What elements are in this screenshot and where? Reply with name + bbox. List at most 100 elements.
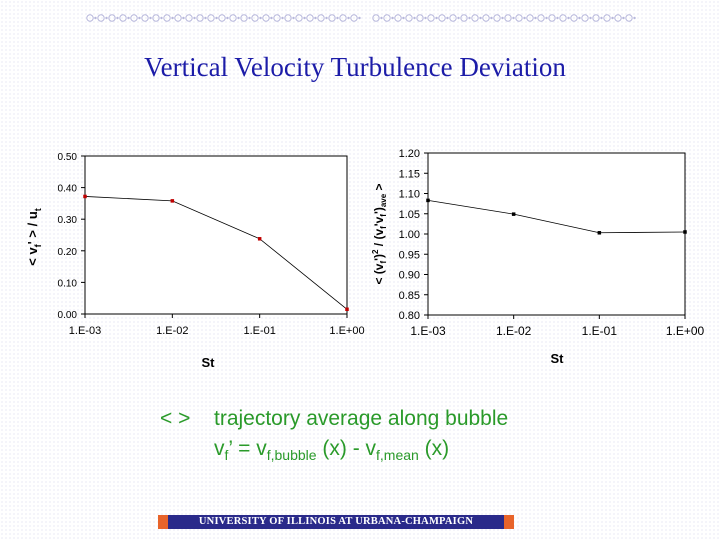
ornament-dot — [127, 16, 130, 20]
y-tick-label: 0.80 — [399, 310, 420, 322]
x-axis-ticks: 1.E-03 1.E-02 1.E-01 1.E+00 — [69, 314, 365, 337]
y-tick-label: 0.95 — [399, 249, 420, 261]
ornament-dot — [633, 16, 636, 20]
ornament-dot — [446, 16, 449, 20]
x-tick-label: 1.E-02 — [156, 325, 188, 337]
note-line-2: vf’ = vf,bubble (x) - vf,mean (x) — [214, 437, 450, 464]
ornament-dot — [193, 16, 196, 20]
ornament-dot — [116, 16, 119, 20]
definition-note: < > trajectory average along bubble vf’ =… — [160, 404, 508, 470]
ornament-ring — [427, 14, 435, 22]
note-line-1: < > trajectory average along bubble — [160, 404, 508, 434]
ornament-dot — [358, 16, 361, 20]
ornament-dot — [600, 16, 603, 20]
series-line — [427, 199, 686, 234]
ornament-dot — [435, 16, 438, 20]
ornament-dot — [479, 16, 482, 20]
ornament-dot — [270, 16, 273, 20]
data-point — [683, 230, 687, 234]
ornament-dot — [380, 16, 383, 20]
svg-text:< vf' > / ut: < vf' > / ut — [25, 208, 43, 266]
ornament-ring — [295, 14, 303, 22]
slide-title: Vertical Velocity Turbulence Deviation — [144, 52, 566, 82]
ornament-ring — [284, 14, 292, 22]
ornament-ring — [526, 14, 534, 22]
ornament-ring — [240, 14, 248, 22]
ornament-dot — [325, 16, 328, 20]
data-point — [597, 231, 602, 235]
chart-turbulence-intensity: 0.000.100.200.300.400.50 1.E-03 1.E-02 1.E… — [25, 152, 365, 370]
ornament-ring — [548, 14, 556, 22]
y-tick-label: 0.40 — [58, 184, 78, 195]
ornament-ring — [471, 14, 479, 22]
ornament-dot — [347, 16, 350, 20]
plot-area — [427, 152, 686, 316]
ornament-dot — [545, 16, 548, 20]
ornament-ring — [504, 14, 512, 22]
x-axis-ticks: 1.E-03 1.E-02 1.E-01 1.E+00 — [410, 315, 705, 338]
ornament-border — [86, 14, 636, 22]
y-tick-label: 1.10 — [399, 189, 420, 201]
ornament-dot — [501, 16, 504, 20]
average-symbol: < > — [160, 407, 191, 430]
ornament-dot — [226, 16, 229, 20]
x-tick-label: 1.E-03 — [410, 324, 446, 338]
ornament-ring — [185, 14, 193, 22]
y-tick-label: 0.00 — [58, 310, 78, 321]
ornament-dot — [182, 16, 185, 20]
ornament-dot — [534, 16, 537, 20]
ornament-ring — [119, 14, 127, 22]
ornament-ring — [141, 14, 149, 22]
x-tick-label: 1.E-01 — [243, 325, 275, 337]
ornament-ring — [460, 14, 468, 22]
ornament-ring — [394, 14, 402, 22]
ornament-dot — [578, 16, 581, 20]
ornament-ring — [218, 14, 226, 22]
svg-text:< (vf')2 / (vf'vf')ave >: < (vf')2 / (vf'vf')ave > — [371, 183, 388, 284]
data-point — [511, 212, 516, 216]
plot-area — [84, 155, 348, 315]
ornament-ring — [350, 14, 358, 22]
y-axis-ticks: 0.00 0.10 0.20 0.30 0.40 0.50 — [58, 152, 85, 321]
ornament-ring — [592, 14, 600, 22]
ornament-ring — [251, 14, 259, 22]
university-footer-banner: UNIVERSITY OF ILLINOIS AT URBANA-CHAMPAI… — [158, 515, 514, 529]
ornament-ring — [625, 14, 633, 22]
ornament-ring — [383, 14, 391, 22]
ornament-dot — [204, 16, 207, 20]
data-point — [426, 198, 430, 203]
ornament-ring — [515, 14, 523, 22]
ornament-dot — [149, 16, 152, 20]
ornament-dot — [94, 16, 97, 20]
y-tick-label: 0.10 — [58, 278, 78, 289]
ornament-ring — [372, 14, 380, 22]
ornament-dot — [237, 16, 240, 20]
ornament-dot — [336, 16, 339, 20]
ornament-ring — [196, 14, 204, 22]
ornament-dot — [402, 16, 405, 20]
chart-normalized-variance: 0.80 0.85 0.90 0.95 1.00 1.05 1.10 1.15 1.20 1.E… — [371, 148, 705, 366]
ornament-ring — [262, 14, 270, 22]
ornament-dot — [281, 16, 284, 20]
ornament-ring — [438, 14, 446, 22]
data-point — [257, 237, 262, 241]
ornament-dot — [457, 16, 460, 20]
ornament-ring — [416, 14, 424, 22]
ornament-dot — [424, 16, 427, 20]
ornament-ring — [97, 14, 105, 22]
ornament-dot — [292, 16, 295, 20]
ornament-dot — [391, 16, 394, 20]
ornament-ring — [229, 14, 237, 22]
ornament-ring — [108, 14, 116, 22]
ornament-dot — [589, 16, 592, 20]
x-tick-label: 1.E-01 — [582, 324, 618, 338]
ornament-ring — [339, 14, 347, 22]
ornament-ring — [559, 14, 567, 22]
ornament-dot — [171, 16, 174, 20]
ornament-ring — [614, 14, 622, 22]
data-point — [83, 194, 87, 199]
x-tick-label: 1.E-02 — [496, 324, 532, 338]
ornament-dot — [523, 16, 526, 20]
series-markers — [426, 198, 687, 235]
y-axis-ticks: 0.80 0.85 0.90 0.95 1.00 1.05 1.10 1.15 1.20 — [399, 148, 428, 322]
